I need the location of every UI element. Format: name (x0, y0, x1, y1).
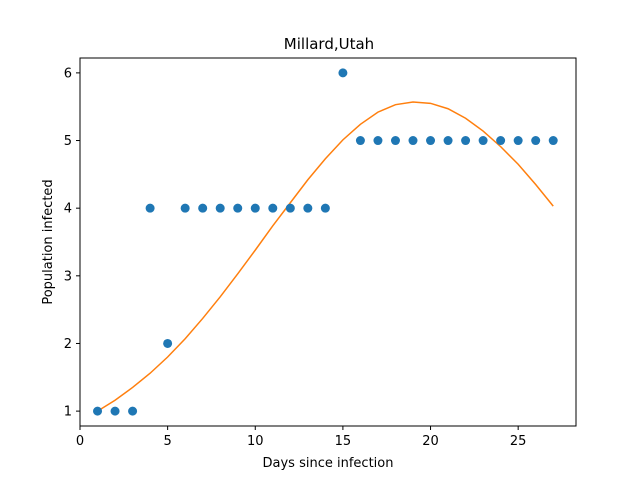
x-tick-label: 20 (422, 434, 439, 449)
data-point (478, 136, 488, 146)
data-point (373, 136, 383, 146)
data-point (390, 136, 400, 146)
data-point (215, 203, 225, 213)
data-point (320, 203, 330, 213)
y-tick-label: 5 (64, 134, 72, 149)
fit-line (97, 101, 554, 412)
data-point (233, 203, 243, 213)
data-point (180, 203, 190, 213)
data-point (461, 136, 471, 146)
data-point (285, 203, 295, 213)
y-tick-label: 6 (64, 66, 72, 81)
plot-frame (79, 57, 577, 427)
x-tick-label: 15 (335, 434, 352, 449)
data-marks (93, 68, 558, 416)
x-tick-label: 10 (247, 434, 264, 449)
y-tick-label: 1 (64, 405, 72, 420)
data-point (548, 136, 558, 146)
data-point (250, 203, 260, 213)
data-point (355, 136, 365, 146)
data-point (268, 203, 278, 213)
data-point (110, 406, 120, 416)
data-point (496, 136, 506, 146)
data-point (408, 136, 418, 146)
y-tick-label: 4 (64, 202, 72, 217)
data-point (531, 136, 541, 146)
data-point (128, 406, 138, 416)
data-point (303, 203, 313, 213)
x-tick-label: 5 (163, 434, 171, 449)
y-tick-label: 3 (64, 269, 72, 284)
data-point (145, 203, 155, 213)
data-point (163, 338, 173, 348)
data-point (338, 68, 348, 78)
x-tick-label: 25 (510, 434, 527, 449)
data-point (443, 136, 453, 146)
data-point (426, 136, 436, 146)
data-point (198, 203, 208, 213)
axis-ticks: 0 5 10 15 20 25 1 2 3 4 5 6 (64, 66, 527, 449)
y-axis-label: Population infected (41, 179, 56, 304)
data-point (513, 136, 523, 146)
chart-title: Millard,Utah (284, 35, 374, 53)
data-point (93, 406, 103, 416)
x-tick-label: 0 (76, 434, 84, 449)
y-tick-label: 2 (64, 337, 72, 352)
x-axis-label: Days since infection (263, 456, 394, 471)
